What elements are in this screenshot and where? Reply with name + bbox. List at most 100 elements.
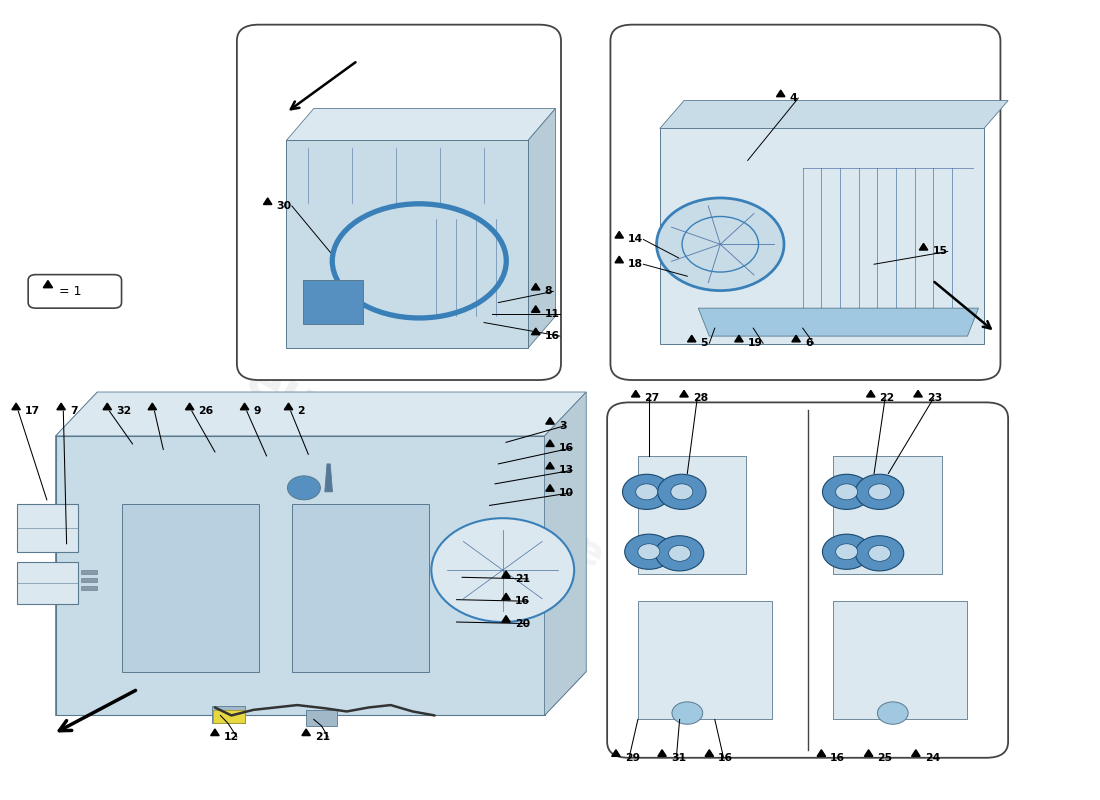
Text: 11: 11 xyxy=(544,309,560,318)
FancyBboxPatch shape xyxy=(610,25,1000,380)
Polygon shape xyxy=(324,464,332,492)
Polygon shape xyxy=(792,335,801,342)
Text: 16: 16 xyxy=(559,443,574,453)
Text: eurocarparts: eurocarparts xyxy=(236,351,600,577)
Polygon shape xyxy=(680,390,689,397)
Text: = 1: = 1 xyxy=(59,285,81,298)
Polygon shape xyxy=(57,403,65,410)
Text: 7: 7 xyxy=(70,406,77,416)
Circle shape xyxy=(672,702,703,724)
Circle shape xyxy=(431,518,574,622)
Polygon shape xyxy=(698,308,979,336)
Polygon shape xyxy=(212,710,244,723)
Text: 16: 16 xyxy=(830,753,845,762)
Text: 10: 10 xyxy=(559,488,574,498)
Polygon shape xyxy=(211,706,244,723)
Circle shape xyxy=(638,544,660,560)
Polygon shape xyxy=(817,750,826,756)
Text: 29: 29 xyxy=(625,753,640,762)
Polygon shape xyxy=(920,243,927,250)
Polygon shape xyxy=(103,403,111,410)
FancyBboxPatch shape xyxy=(607,402,1008,758)
Text: 15: 15 xyxy=(933,246,947,257)
Circle shape xyxy=(869,546,891,562)
Polygon shape xyxy=(292,504,429,671)
Polygon shape xyxy=(834,601,967,719)
Polygon shape xyxy=(502,571,510,578)
Polygon shape xyxy=(301,729,310,735)
Circle shape xyxy=(658,474,706,510)
Polygon shape xyxy=(834,456,942,574)
Polygon shape xyxy=(914,390,922,397)
Polygon shape xyxy=(286,141,528,348)
Text: 28: 28 xyxy=(693,394,708,403)
Polygon shape xyxy=(658,750,667,756)
Polygon shape xyxy=(121,504,258,671)
Polygon shape xyxy=(546,418,554,424)
Polygon shape xyxy=(638,601,771,719)
Polygon shape xyxy=(306,710,337,726)
Polygon shape xyxy=(43,281,53,288)
Polygon shape xyxy=(56,436,544,715)
Circle shape xyxy=(625,534,673,570)
Text: 4: 4 xyxy=(790,93,798,103)
Polygon shape xyxy=(56,392,586,436)
Text: 12: 12 xyxy=(223,732,239,742)
Polygon shape xyxy=(502,615,510,622)
Polygon shape xyxy=(528,109,556,348)
Polygon shape xyxy=(546,485,554,491)
Circle shape xyxy=(836,484,858,500)
Polygon shape xyxy=(531,328,540,334)
Text: 20: 20 xyxy=(515,618,530,629)
Text: 17: 17 xyxy=(25,406,40,416)
Circle shape xyxy=(671,484,693,500)
Text: 9: 9 xyxy=(253,406,261,416)
Text: 30: 30 xyxy=(276,201,292,211)
Text: 32: 32 xyxy=(116,406,131,416)
Polygon shape xyxy=(912,750,920,756)
Text: 23: 23 xyxy=(927,394,942,403)
Text: 5: 5 xyxy=(701,338,708,348)
Text: 24: 24 xyxy=(925,753,939,762)
Circle shape xyxy=(636,484,658,500)
Circle shape xyxy=(657,198,784,290)
Polygon shape xyxy=(186,403,194,410)
Polygon shape xyxy=(867,390,875,397)
Polygon shape xyxy=(735,335,744,342)
Text: 18: 18 xyxy=(628,259,643,270)
Polygon shape xyxy=(284,403,293,410)
Text: 21: 21 xyxy=(515,574,530,584)
Polygon shape xyxy=(615,256,624,262)
Text: since 1999: since 1999 xyxy=(493,488,717,632)
Circle shape xyxy=(823,534,871,570)
Polygon shape xyxy=(81,578,98,582)
Polygon shape xyxy=(638,456,746,574)
Text: parts since: parts since xyxy=(701,542,882,657)
Polygon shape xyxy=(18,504,78,552)
Text: 16: 16 xyxy=(515,596,530,606)
Polygon shape xyxy=(81,586,98,590)
Text: 8: 8 xyxy=(544,286,552,296)
Polygon shape xyxy=(865,750,872,756)
Circle shape xyxy=(669,546,691,562)
Polygon shape xyxy=(148,403,156,410)
Polygon shape xyxy=(631,390,640,397)
Text: 3: 3 xyxy=(559,421,566,430)
Circle shape xyxy=(878,702,909,724)
Polygon shape xyxy=(615,231,624,238)
Polygon shape xyxy=(612,750,620,756)
Text: 25: 25 xyxy=(878,753,892,762)
Circle shape xyxy=(823,474,871,510)
Circle shape xyxy=(856,536,904,571)
Polygon shape xyxy=(12,403,20,410)
Polygon shape xyxy=(531,306,540,312)
Polygon shape xyxy=(660,101,1008,129)
Polygon shape xyxy=(211,729,219,735)
Text: 16: 16 xyxy=(544,331,560,341)
Text: 16: 16 xyxy=(718,753,734,762)
Polygon shape xyxy=(546,462,554,469)
Polygon shape xyxy=(241,403,249,410)
Polygon shape xyxy=(18,562,78,604)
Circle shape xyxy=(869,484,891,500)
FancyBboxPatch shape xyxy=(29,274,121,308)
